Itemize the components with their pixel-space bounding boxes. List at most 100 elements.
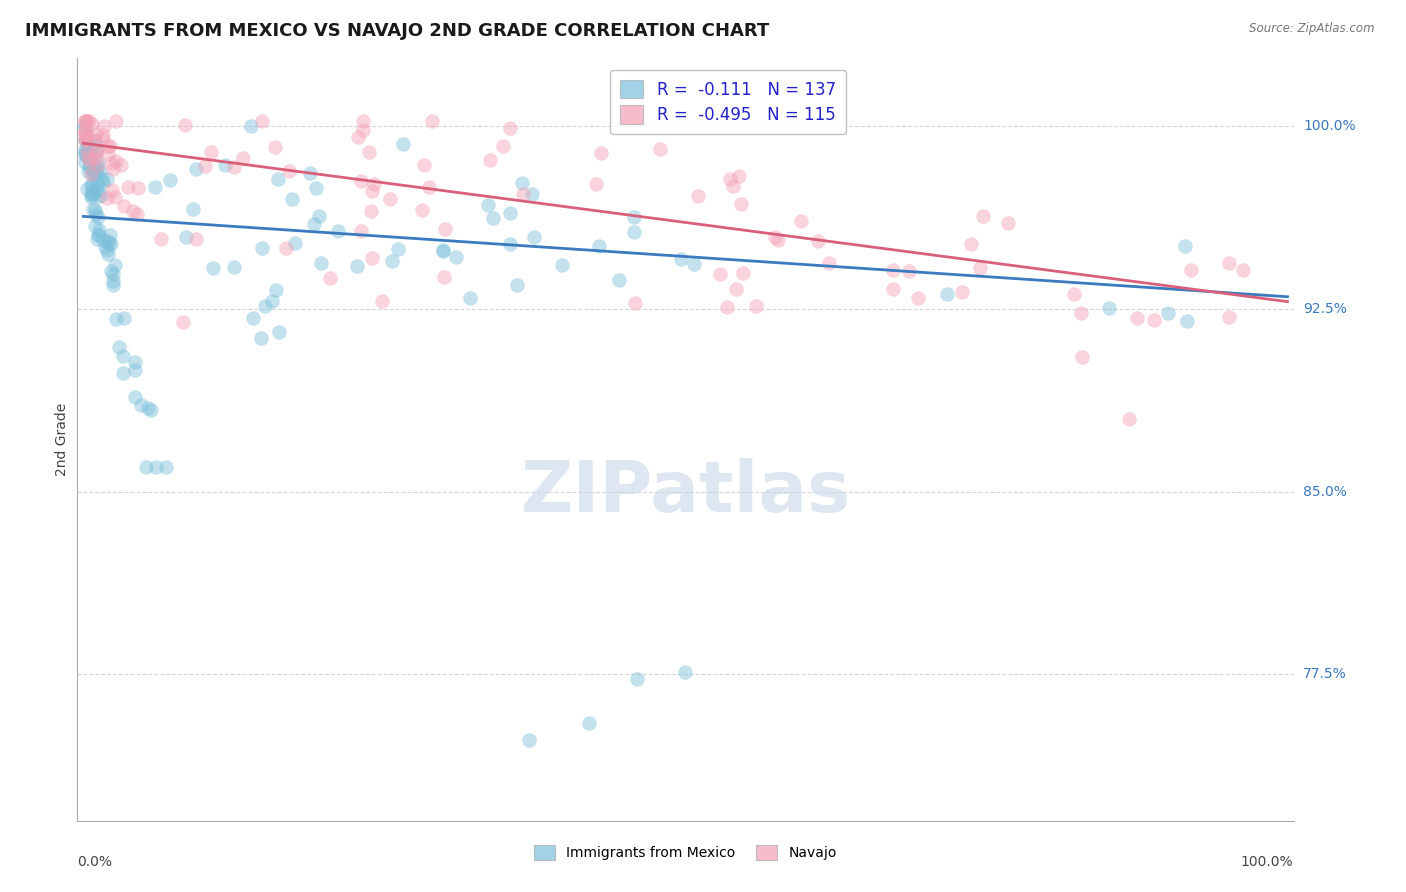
Point	[138, 401, 160, 416]
Point	[86, 158, 108, 172]
Point	[1180, 263, 1202, 277]
Point	[184, 162, 207, 177]
Point	[124, 354, 146, 368]
Point	[105, 114, 128, 128]
Point	[104, 190, 127, 204]
Point	[418, 179, 440, 194]
Point	[84, 134, 107, 148]
Point	[624, 295, 647, 310]
Point	[97, 234, 120, 248]
Point	[75, 114, 97, 128]
Point	[1097, 301, 1119, 315]
Point	[73, 114, 96, 128]
Text: Source: ZipAtlas.com: Source: ZipAtlas.com	[1250, 22, 1375, 36]
Point	[84, 203, 107, 218]
Point	[807, 234, 830, 248]
Point	[499, 120, 522, 135]
Point	[264, 140, 287, 154]
Point	[299, 166, 322, 180]
Text: 85.0%: 85.0%	[1303, 484, 1347, 499]
Point	[458, 291, 481, 305]
Point	[267, 172, 290, 186]
Point	[479, 153, 502, 168]
Point	[347, 130, 370, 145]
Point	[104, 259, 127, 273]
Point	[214, 158, 236, 172]
Point	[76, 151, 98, 165]
Point	[588, 238, 610, 252]
Point	[1143, 312, 1166, 326]
Point	[432, 243, 454, 257]
Point	[506, 278, 529, 293]
Point	[75, 147, 97, 161]
Point	[97, 246, 120, 260]
Point	[86, 232, 108, 246]
Point	[97, 139, 120, 153]
Point	[520, 187, 543, 202]
Point	[91, 233, 114, 247]
Point	[411, 203, 433, 218]
Point	[86, 160, 108, 174]
Point	[77, 151, 100, 165]
Point	[112, 366, 135, 380]
Point	[80, 190, 103, 204]
Point	[101, 183, 124, 197]
Point	[112, 310, 135, 325]
Point	[73, 114, 96, 128]
Point	[278, 164, 301, 178]
Point	[352, 123, 374, 137]
Point	[104, 153, 127, 168]
Point	[80, 167, 103, 181]
Point	[308, 209, 330, 223]
Point	[73, 119, 96, 133]
Point	[73, 154, 96, 169]
Point	[91, 175, 114, 189]
Point	[361, 184, 384, 198]
Point	[80, 187, 103, 202]
Point	[1126, 311, 1149, 326]
Point	[434, 221, 457, 235]
Point	[669, 252, 692, 266]
Point	[84, 133, 107, 147]
Point	[86, 167, 108, 181]
Point	[412, 158, 434, 172]
Point	[127, 207, 149, 221]
Point	[578, 716, 600, 731]
Point	[83, 219, 105, 233]
Point	[87, 211, 110, 225]
Text: 92.5%: 92.5%	[1303, 302, 1347, 316]
Point	[499, 206, 522, 220]
Point	[77, 140, 100, 154]
Point	[585, 178, 607, 192]
Point	[444, 250, 467, 264]
Point	[174, 118, 197, 132]
Point	[350, 223, 373, 237]
Point	[959, 237, 981, 252]
Point	[101, 161, 124, 176]
Point	[76, 145, 98, 159]
Point	[972, 209, 994, 223]
Point	[194, 159, 217, 173]
Point	[105, 312, 128, 326]
Point	[91, 128, 114, 142]
Point	[89, 189, 111, 203]
Point	[360, 204, 382, 219]
Point	[477, 198, 499, 212]
Point	[82, 167, 104, 181]
Point	[763, 230, 786, 244]
Point	[648, 142, 671, 156]
Text: ZIPatlas: ZIPatlas	[520, 458, 851, 527]
Point	[75, 123, 97, 137]
Point	[392, 137, 415, 152]
Point	[98, 235, 121, 250]
Point	[79, 114, 101, 128]
Point	[969, 261, 991, 276]
Legend: Immigrants from Mexico, Navajo: Immigrants from Mexico, Navajo	[527, 838, 844, 867]
Point	[363, 177, 385, 191]
Point	[149, 232, 172, 246]
Point	[623, 210, 645, 224]
Point	[276, 241, 298, 255]
Point	[264, 283, 287, 297]
Point	[93, 119, 115, 133]
Point	[90, 188, 112, 202]
